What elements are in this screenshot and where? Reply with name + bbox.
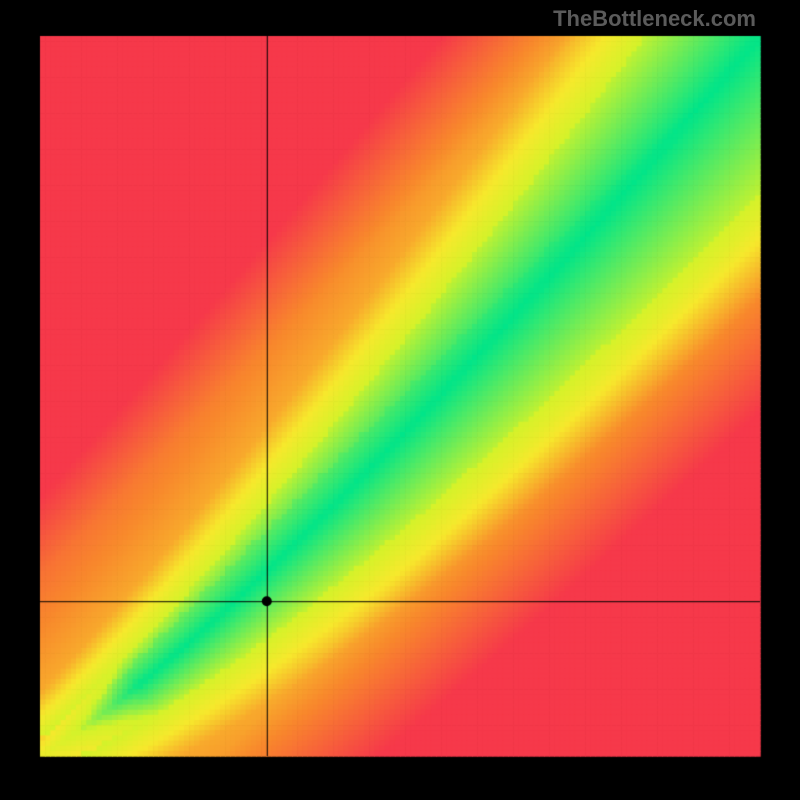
chart-container: { "watermark": { "text": "TheBottleneck.… [0,0,800,800]
bottleneck-heatmap [0,0,800,800]
